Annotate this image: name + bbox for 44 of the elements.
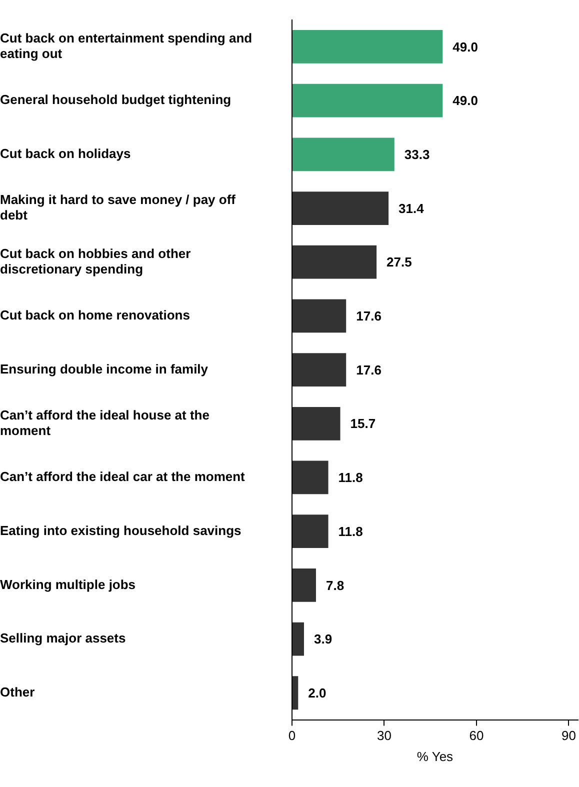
y-tick-label: Eating into existing household savings bbox=[0, 522, 242, 538]
bar bbox=[292, 568, 316, 602]
y-tick-label: Ensuring double income in family bbox=[0, 361, 209, 376]
data-label: 33.3 bbox=[404, 146, 430, 162]
bar bbox=[292, 460, 328, 494]
x-tick-label: 0 bbox=[288, 728, 296, 744]
data-label: 17.6 bbox=[356, 362, 382, 378]
data-label: 15.7 bbox=[350, 416, 376, 432]
data-label: 49.0 bbox=[452, 39, 478, 54]
bar bbox=[292, 353, 346, 386]
data-label: 11.8 bbox=[338, 470, 363, 486]
y-tick-label: Other bbox=[0, 684, 35, 700]
bar bbox=[292, 514, 328, 548]
y-tick-label: Can’t afford the ideal car at the moment bbox=[0, 469, 246, 484]
bar bbox=[292, 192, 389, 225]
x-tick-label: 90 bbox=[562, 728, 576, 744]
y-tick-label: Cut back on hobbies and other discretionary spending bbox=[0, 246, 191, 276]
y-tick-label: Cut back on holidays bbox=[0, 146, 131, 161]
y-tick-label: Cut back on home renovations bbox=[0, 308, 190, 323]
data-label: 27.5 bbox=[386, 254, 412, 270]
bar bbox=[292, 676, 298, 710]
y-tick-label: Making it hard to save money / pay off debt bbox=[0, 192, 236, 223]
y-tick-label: Cut back on entertainment spending and eating out bbox=[0, 30, 252, 62]
data-label: 3.9 bbox=[314, 632, 332, 647]
bar bbox=[292, 622, 304, 656]
bar bbox=[292, 406, 340, 440]
bar bbox=[292, 30, 443, 64]
y-tick-label: Selling major assets bbox=[0, 630, 126, 646]
x-tick-label: 30 bbox=[377, 728, 392, 744]
x-tick-label: 60 bbox=[469, 728, 484, 744]
bar bbox=[292, 84, 443, 118]
data-label: 49.0 bbox=[452, 93, 478, 108]
data-label: 2.0 bbox=[308, 685, 326, 700]
bar bbox=[292, 299, 346, 333]
bar bbox=[292, 138, 394, 172]
data-label: 7.8 bbox=[326, 578, 344, 593]
data-label: 17.6 bbox=[356, 308, 382, 324]
y-tick-label: Working multiple jobs bbox=[0, 576, 136, 592]
x-axis-title: % Yes bbox=[416, 748, 454, 764]
data-label: 11.8 bbox=[338, 524, 363, 539]
bar bbox=[292, 245, 377, 279]
y-tick-label: Can’t afford the ideal house at the moment bbox=[0, 407, 210, 438]
data-label: 31.4 bbox=[398, 200, 425, 216]
y-tick-label: General household budget tightening bbox=[0, 92, 232, 108]
